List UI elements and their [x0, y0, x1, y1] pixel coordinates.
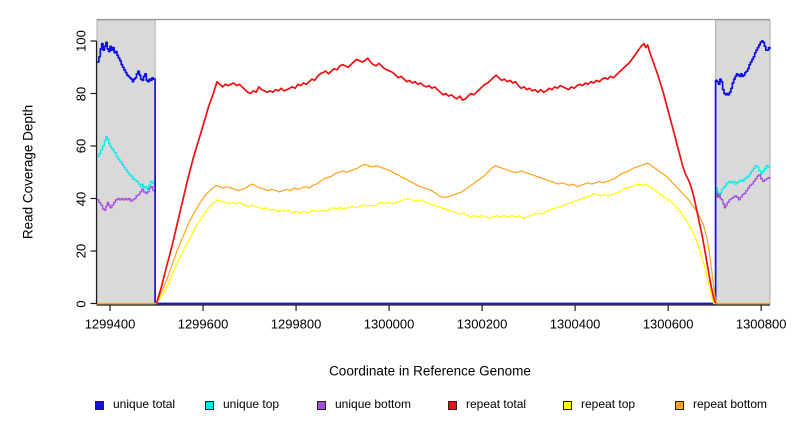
- legend-swatch-unique-total: [95, 401, 104, 410]
- legend-item-label: repeat bottom: [693, 397, 768, 411]
- y-tick-label: 60: [73, 138, 89, 154]
- x-axis-title: Coordinate in Reference Genome: [329, 363, 531, 379]
- legend-item-label: unique total: [113, 397, 176, 411]
- shaded-region-left: [96, 19, 156, 305]
- x-tick-label: 1300600: [642, 316, 694, 332]
- series-line-unique-top: [97, 136, 771, 197]
- y-tick-label: 100: [73, 30, 89, 52]
- legend-item-label: repeat total: [466, 397, 527, 411]
- legend: unique total unique top unique bottom repea…: [0, 396, 792, 420]
- legend-swatch-unique-bottom: [317, 401, 326, 410]
- legend-item-label: repeat top: [581, 397, 636, 411]
- x-tick-label: 1300400: [549, 316, 601, 332]
- y-tick-label: 40: [73, 191, 89, 206]
- y-tick-label: 20: [73, 243, 89, 259]
- y-tick-label: 80: [73, 86, 89, 101]
- series-line-repeat-bottom: [97, 162, 770, 305]
- x-tick-label: 1299800: [270, 316, 322, 332]
- series-line-repeat-top: [97, 183, 770, 305]
- legend-swatch-unique-top: [205, 401, 214, 410]
- x-tick-label: 1300800: [735, 316, 787, 332]
- x-tick-label: 1300000: [363, 316, 415, 332]
- series-line-unique-total: [97, 40, 771, 305]
- x-tick-label: 1299600: [177, 316, 229, 332]
- legend-item-label: unique bottom: [335, 397, 412, 411]
- series-line-repeat-total: [155, 42, 717, 304]
- legend-swatch-repeat-top: [563, 401, 572, 410]
- x-tick-label: 1299400: [84, 316, 136, 332]
- legend-swatch-repeat-total: [448, 401, 457, 410]
- legend-item-label: unique top: [223, 397, 280, 411]
- legend-swatch-repeat-bottom: [675, 401, 684, 410]
- y-tick-label: 0: [73, 299, 89, 308]
- shaded-region-right: [715, 19, 771, 305]
- y-axis-title: Read Coverage Depth: [20, 104, 36, 240]
- series-line-unique-bottom: [97, 174, 771, 211]
- x-tick-label: 1300200: [456, 316, 508, 332]
